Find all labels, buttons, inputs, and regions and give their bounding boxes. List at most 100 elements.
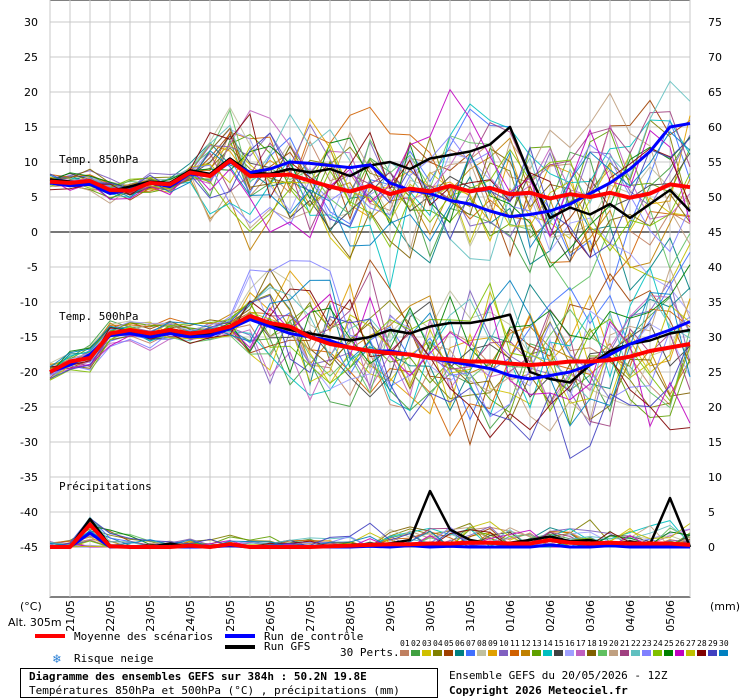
left-tick-label: -25 [20, 401, 38, 414]
perturbations-label: 30 Perts. [340, 646, 400, 659]
perturbation-swatch [675, 650, 684, 656]
perturbation-number: 08 [477, 639, 487, 648]
perturbation-number: 25 [664, 639, 674, 648]
x-tick-label: 31/05 [464, 600, 477, 632]
right-axis-unit: (mm) [710, 600, 740, 613]
perturbation-line-850 [49, 88, 691, 239]
perturbation-number: 03 [422, 639, 432, 648]
perturbation-swatch [598, 650, 607, 656]
perturbation-number: 04 [433, 639, 443, 648]
x-tick-label: 27/05 [304, 600, 317, 632]
perturbation-number: 21 [620, 639, 630, 648]
right-tick-label: 55 [708, 156, 722, 169]
perturbation-number: 16 [565, 639, 575, 648]
perturbation-line-850 [49, 132, 691, 259]
perturbation-number: 26 [675, 639, 685, 648]
left-tick-label: 5 [31, 191, 38, 204]
chart-subtitle: Températures 850hPa et 500hPa (°C) , pré… [29, 684, 400, 697]
perturbation-swatch [400, 650, 409, 656]
x-tick-label: 21/05 [64, 600, 77, 632]
perturbation-swatch [587, 650, 596, 656]
x-tick-label: 24/05 [184, 600, 197, 632]
perturbation-number: 13 [532, 639, 542, 648]
left-axis-unit: (°C) [20, 600, 42, 613]
perturbation-number: 24 [653, 639, 663, 648]
perturbation-swatch [433, 650, 442, 656]
perturbation-swatch [532, 650, 541, 656]
perturbation-swatch [631, 650, 640, 656]
perturbation-swatch [697, 650, 706, 656]
perturbation-swatch [466, 650, 475, 656]
perturbation-swatch [565, 650, 574, 656]
copyright: Copyright 2026 Meteociel.fr [449, 684, 628, 697]
left-tick-label: -35 [20, 471, 38, 484]
legend-gfs-line [225, 645, 255, 649]
x-tick-label: 28/05 [344, 600, 357, 632]
x-tick-label: 02/06 [544, 600, 557, 632]
x-tick-label: 25/05 [224, 600, 237, 632]
left-tick-label: 0 [31, 226, 38, 239]
x-tick-label: 29/05 [384, 600, 397, 632]
perturbation-line-850 [49, 115, 691, 253]
left-tick-label: -40 [20, 506, 38, 519]
chart-title-box: Diagramme des ensembles GEFS sur 384h : … [20, 668, 438, 698]
perturbation-number: 19 [598, 639, 608, 648]
perturbation-line-850 [49, 129, 691, 237]
perturbation-swatch [510, 650, 519, 656]
perturbation-swatch [411, 650, 420, 656]
right-tick-label: 50 [708, 191, 722, 204]
right-tick-label: 35 [708, 296, 722, 309]
perturbation-line-500 [49, 295, 691, 406]
perturbation-number: 14 [543, 639, 553, 648]
perturbation-number: 07 [466, 639, 476, 648]
mean-line [49, 158, 691, 201]
perturbation-number: 06 [455, 639, 465, 648]
right-tick-label: 30 [708, 331, 722, 344]
perturbation-number: 12 [521, 639, 531, 648]
x-tick-label: 04/06 [624, 600, 637, 632]
perturbation-swatch [664, 650, 673, 656]
panel-label: Temp. 500hPa [59, 310, 138, 323]
perturbation-number: 23 [642, 639, 652, 648]
perturbation-swatch [444, 650, 453, 656]
right-tick-label: 40 [708, 261, 722, 274]
legend-control-line [225, 634, 255, 638]
perturbation-line-850 [49, 123, 691, 238]
perturbation-swatch [543, 650, 552, 656]
right-tick-label: 60 [708, 121, 722, 134]
perturbation-swatch [455, 650, 464, 656]
x-tick-label: 30/05 [424, 600, 437, 632]
perturbation-swatch [477, 650, 486, 656]
perturbation-swatch [554, 650, 563, 656]
panel-label: Précipitations [59, 480, 152, 493]
perturbation-swatch [576, 650, 585, 656]
right-tick-label: 15 [708, 436, 722, 449]
perturbation-number: 11 [510, 639, 520, 648]
right-tick-label: 65 [708, 86, 722, 99]
perturbation-number: 22 [631, 639, 641, 648]
right-tick-label: 5 [708, 506, 715, 519]
chart-grid [49, 0, 691, 598]
left-tick-label: 25 [24, 51, 38, 64]
perturbation-swatch [521, 650, 530, 656]
x-tick-label: 05/06 [664, 600, 677, 632]
perturbation-number: 20 [609, 639, 619, 648]
ensemble-info: Ensemble GEFS du 20/05/2026 - 12Z [449, 669, 668, 682]
right-tick-label: 20 [708, 401, 722, 414]
x-tick-label: 23/05 [144, 600, 157, 632]
altitude-label: Alt. 305m [8, 616, 62, 629]
legend-mean-label: Moyenne des scénarios [74, 630, 214, 643]
perturbation-number: 05 [444, 639, 454, 648]
perturbation-number: 30 [719, 639, 729, 648]
legend-control-label: Run de contrôle [264, 630, 364, 643]
perturbation-line-500 [49, 273, 691, 402]
right-tick-label: 75 [708, 16, 722, 29]
chart-title: Diagramme des ensembles GEFS sur 384h : … [29, 670, 367, 683]
snowflake-icon: ❄ [53, 652, 61, 667]
perturbation-swatch [499, 650, 508, 656]
left-tick-label: -45 [20, 541, 38, 554]
right-tick-label: 25 [708, 366, 722, 379]
perturbation-swatch [708, 650, 717, 656]
x-tick-label: 03/06 [584, 600, 597, 632]
